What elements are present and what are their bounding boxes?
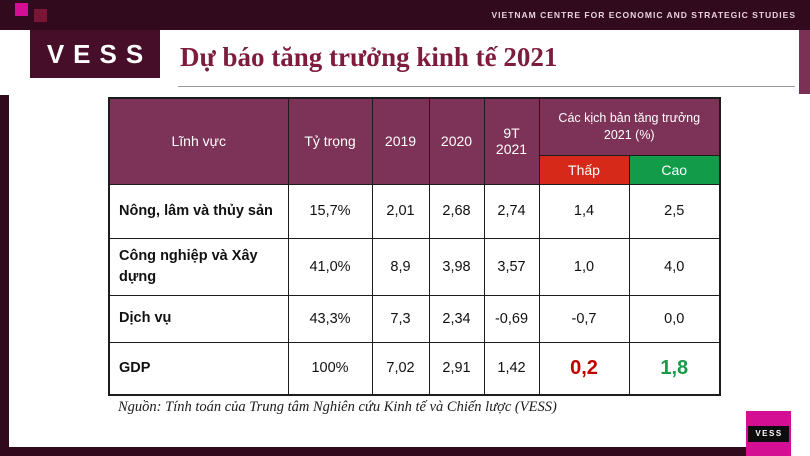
cell-2020: 2,34	[428, 294, 485, 343]
col-header-high: Cao	[628, 154, 721, 185]
cell-low-gdp: 0,2	[538, 341, 630, 396]
vess-logo-text: VESS	[46, 38, 153, 69]
cell-weight: 43,3%	[287, 294, 373, 343]
source-note: Nguồn: Tính toán của Trung tâm Nghiên cứ…	[118, 399, 557, 416]
cell-9t2021: -0,69	[483, 294, 540, 343]
right-edge-bar	[799, 30, 810, 94]
table-row-services: Dịch vụ 43,3% 7,3 2,34 -0,69 -0,7 0,0	[108, 294, 721, 343]
cell-sector: Công nghiệp và Xây dựng	[108, 237, 289, 296]
cell-sector: Nông, lâm và thủy sản	[108, 183, 289, 239]
cell-9t2021: 3,57	[483, 237, 540, 296]
cell-9t2021: 1,42	[483, 341, 540, 396]
cell-low: 1,0	[538, 237, 630, 296]
cell-low: 1,4	[538, 183, 630, 239]
cell-sector: GDP	[108, 341, 289, 396]
col-header-2020: 2020	[428, 97, 485, 185]
cell-2019: 2,01	[371, 183, 430, 239]
table-row-gdp: GDP 100% 7,02 2,91 1,42 0,2 1,8	[108, 341, 721, 396]
cell-weight: 15,7%	[287, 183, 373, 239]
top-bar: VIETNAM CENTRE FOR ECONOMIC AND STRATEGI…	[0, 0, 810, 30]
table-row-industry: Công nghiệp và Xây dựng 41,0% 8,9 3,98 3…	[108, 237, 721, 296]
title-underline	[178, 86, 795, 87]
cell-weight: 41,0%	[287, 237, 373, 296]
cell-2020: 2,91	[428, 341, 485, 396]
footer-vess-badge: VESS	[748, 425, 789, 442]
footer-logo-square: VESS	[746, 411, 791, 456]
bottom-edge-bar	[0, 447, 750, 456]
source-note-text: Tính toán của Trung tâm Nghiên cứu Kinh …	[161, 399, 557, 415]
deco-square-dark	[34, 9, 47, 22]
org-name: VIETNAM CENTRE FOR ECONOMIC AND STRATEGI…	[491, 10, 796, 20]
cell-2019: 7,3	[371, 294, 430, 343]
cell-high: 2,5	[628, 183, 721, 239]
cell-high: 4,0	[628, 237, 721, 296]
cell-2020: 2,68	[428, 183, 485, 239]
cell-9t2021: 2,74	[483, 183, 540, 239]
deco-square-magenta	[15, 3, 28, 16]
col-header-sector: Lĩnh vực	[108, 97, 289, 185]
col-header-scenario-group: Các kịch bản tăng trưởng 2021 (%)	[538, 97, 721, 156]
cell-2020: 3,98	[428, 237, 485, 296]
col-header-2019: 2019	[371, 97, 430, 185]
table-row-agriculture: Nông, lâm và thủy sản 15,7% 2,01 2,68 2,…	[108, 183, 721, 239]
col-header-9t2021: 9T 2021	[483, 97, 540, 185]
cell-high-gdp: 1,8	[628, 341, 721, 396]
page-title: Dự báo tăng trưởng kinh tế 2021	[180, 42, 558, 72]
cell-2019: 8,9	[371, 237, 430, 296]
col-header-weight: Tỷ trọng	[287, 97, 373, 185]
vess-logo: VESS	[30, 30, 160, 78]
cell-2019: 7,02	[371, 341, 430, 396]
cell-sector: Dịch vụ	[108, 294, 289, 343]
header-row-main: Lĩnh vực Tỷ trọng 2019 2020 9T 2021 Các …	[108, 97, 721, 185]
cell-low: -0,7	[538, 294, 630, 343]
cell-high: 0,0	[628, 294, 721, 343]
forecast-table: Lĩnh vực Tỷ trọng 2019 2020 9T 2021 Các …	[108, 97, 721, 396]
left-edge-bar	[0, 95, 9, 456]
cell-weight: 100%	[287, 341, 373, 396]
header-row-sub: Thấp Cao	[109, 154, 721, 185]
col-header-low: Thấp	[538, 154, 630, 185]
source-note-prefix: Nguồn:	[118, 399, 162, 415]
forecast-table-wrapper: Lĩnh vực Tỷ trọng 2019 2020 9T 2021 Các …	[108, 97, 721, 396]
